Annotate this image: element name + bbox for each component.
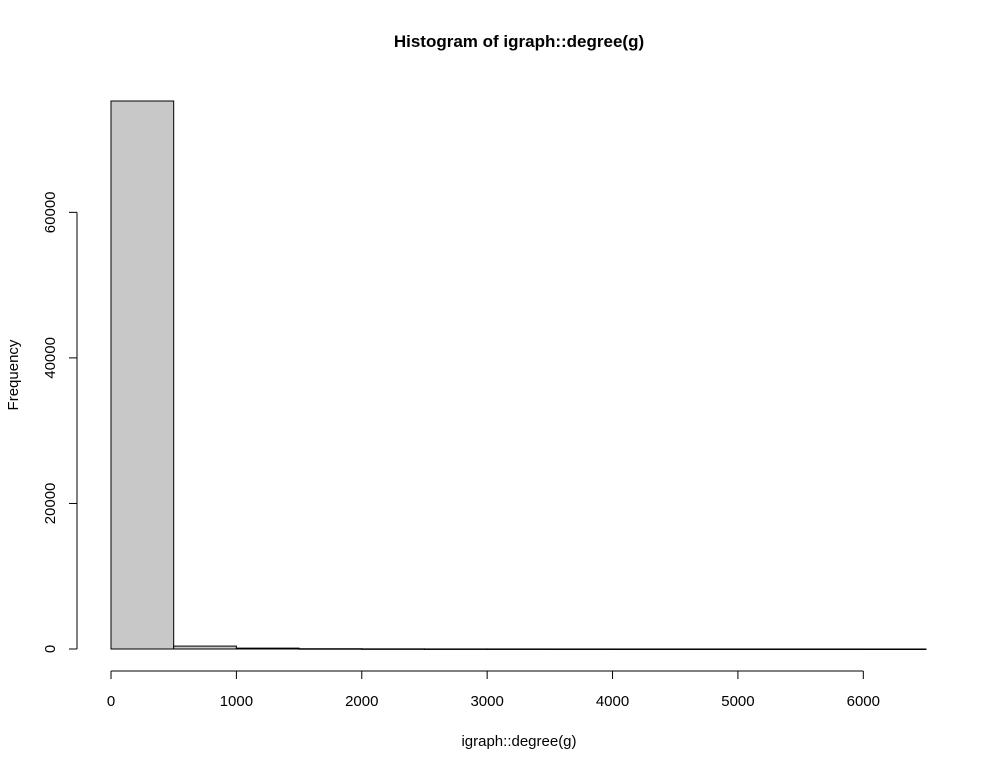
x-axis: 0 1000 2000 3000 4000 5000 6000 — [107, 670, 880, 710]
histogram-bar — [423, 648, 488, 650]
histogram-bar — [110, 100, 175, 650]
histogram-bar — [612, 648, 676, 650]
bars-group — [110, 100, 927, 650]
histogram-bar — [737, 648, 802, 650]
histogram-bar — [674, 648, 739, 650]
histogram-bar — [549, 648, 614, 650]
x-tick-label: 2000 — [345, 693, 378, 710]
y-tick-label: 0 — [42, 645, 59, 653]
histogram-bar — [862, 648, 927, 650]
x-tick-label: 3000 — [470, 693, 503, 710]
histogram-bar — [361, 648, 425, 650]
chart-title: Histogram of igraph::degree(g) — [394, 32, 644, 51]
x-axis-label: igraph::degree(g) — [461, 733, 576, 750]
y-axis: 0 20000 40000 60000 — [42, 191, 78, 653]
x-tick-label: 0 — [107, 693, 115, 710]
histogram-bar — [800, 648, 864, 650]
y-tick-label: 40000 — [42, 337, 59, 379]
histogram-bar — [173, 645, 237, 650]
histogram-bar — [235, 647, 300, 650]
x-tick-label: 4000 — [596, 693, 629, 710]
y-tick-label: 60000 — [42, 191, 59, 233]
y-tick-label: 20000 — [42, 483, 59, 525]
x-tick-label: 1000 — [220, 693, 253, 710]
histogram-bar — [486, 648, 551, 650]
histogram-bar — [298, 648, 363, 650]
y-axis-label: Frequency — [5, 339, 22, 410]
x-tick-label: 6000 — [847, 693, 880, 710]
x-tick-label: 5000 — [721, 693, 754, 710]
